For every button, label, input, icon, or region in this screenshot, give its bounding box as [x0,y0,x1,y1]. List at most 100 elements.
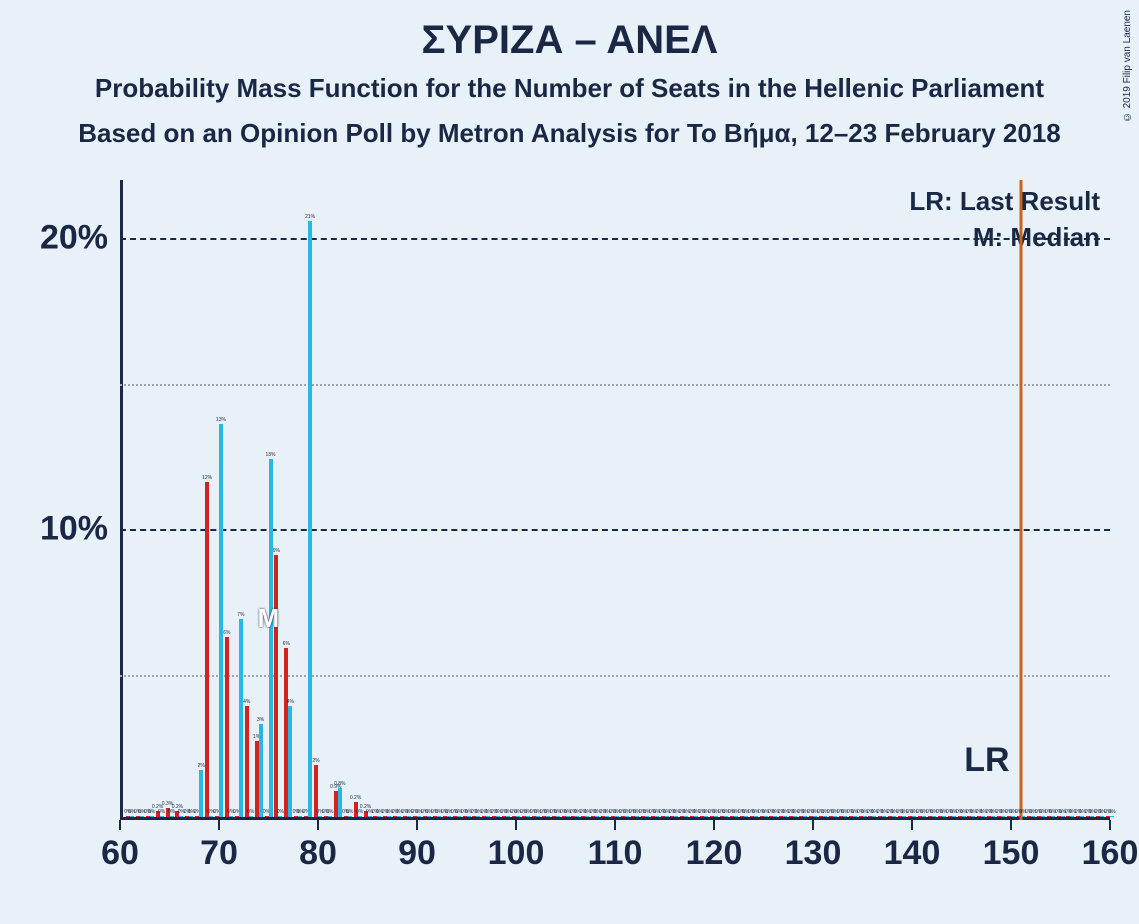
bar-value-label: 0% [326,809,333,815]
x-tick-label: 70 [200,834,238,873]
bar-blue: 0% [298,816,302,817]
bar-blue: 0% [1061,816,1065,817]
x-tick-label: 110 [588,834,643,873]
bar-value-label: 7% [237,612,244,618]
bar-blue: 0% [526,816,530,817]
legend-lr: LR: Last Result [909,186,1100,217]
bar-blue: 0% [249,816,253,817]
bar-blue: 0% [803,816,807,817]
bar-blue: 0% [793,816,797,817]
x-tick-label: 130 [785,834,842,873]
bar-blue: 0% [902,816,906,817]
bar-blue: 0% [754,816,758,817]
bar-red: 12% [205,482,209,817]
bar-blue: 0% [1051,816,1055,817]
x-tick [119,820,121,830]
x-tick-label: 120 [686,834,743,873]
bar-blue: 0% [744,816,748,817]
bar-blue: 0% [1021,816,1025,817]
bar-blue: 0% [516,816,520,817]
x-tick-label: 140 [884,834,941,873]
bar-blue: 0% [417,816,421,817]
bar-value-label: 12% [202,475,212,481]
x-tick-label: 60 [101,834,139,873]
bar-blue: 0% [694,816,698,817]
bar-blue: 0% [1100,816,1104,817]
bar-blue: 0% [872,816,876,817]
bar-blue: 0% [179,816,183,817]
bar-blue: 0% [635,816,639,817]
bar-value-label: 4% [287,699,294,705]
x-tick [515,820,517,830]
bar-value-label: 2% [198,763,205,769]
y-tick-label: 10% [40,510,108,549]
bar-value-label: 0.8% [334,781,345,787]
x-tick [812,820,814,830]
chart-subtitle-2: Based on an Opinion Poll by Metron Analy… [0,118,1139,149]
bar-blue: 0% [971,816,975,817]
bar-blue: 7% [239,619,243,817]
bar-blue: 0% [427,816,431,817]
bar-value-label: 0% [247,809,254,815]
bar-blue: 0% [892,816,896,817]
bar-blue: 0% [585,816,589,817]
x-tick [911,820,913,830]
bar-blue: 0% [1001,816,1005,817]
bar-blue: 0% [189,816,193,817]
bar-value-label: 13% [265,452,275,458]
bar-blue: 0% [853,816,857,817]
chart-subtitle-1: Probability Mass Function for the Number… [0,73,1139,104]
bar-value-label: 2% [312,758,319,764]
bar-blue: 0% [605,816,609,817]
bar-blue: 0% [813,816,817,817]
gridline-minor [120,384,1110,386]
copyright-text: © 2019 Filip van Laenen [1122,10,1133,122]
bar-blue: 0% [229,816,233,817]
bar-blue: 0% [278,816,282,817]
bar-blue: 0% [150,816,154,817]
x-tick [614,820,616,830]
bar-blue: 0% [655,816,659,817]
bar-blue: 0% [546,816,550,817]
bar-blue: 0% [714,816,718,817]
bar-blue: 0% [397,816,401,817]
bar-blue: 0% [1011,816,1015,817]
bar-blue: 4% [288,706,292,817]
bar-blue: 0% [783,816,787,817]
x-tick [1010,820,1012,830]
bar-blue: 0% [952,816,956,817]
bar-blue: 0% [407,816,411,817]
bar-blue: 0% [377,816,381,817]
bar-blue: 0% [912,816,916,817]
chart-title: ΣΥΡΙΖΑ – ΑΝΕΛ [0,0,1139,63]
x-tick [317,820,319,830]
bar-blue: 0% [1041,816,1045,817]
bar-blue: 0% [566,816,570,817]
bar-value-label: 0% [346,809,353,815]
bar-blue: 0% [843,816,847,817]
chart-plot-area: LR: Last Result M: Median 60708090100110… [120,180,1110,820]
bar-blue: 2% [199,770,203,817]
bar-value-label: 0% [277,809,284,815]
gridline-major [120,238,1110,240]
bar-blue: 0% [328,816,332,817]
bar-blue: 0% [1090,816,1094,817]
bar-blue: 0% [575,816,579,817]
bar-value-label: 6% [223,630,230,636]
lr-marker-label: LR [964,741,1009,780]
bar-blue: 0% [932,816,936,817]
bar-blue: 0% [447,816,451,817]
bar-value-label: 0.2% [350,795,361,801]
bar-blue: 0% [962,816,966,817]
bar-blue: 0% [130,816,134,817]
bar-blue: 13% [269,459,273,817]
y-axis [120,180,123,820]
bar-blue: 0% [595,816,599,817]
bar-value-label: 21% [305,214,315,220]
bar-blue: 0% [645,816,649,817]
bar-blue: 0% [476,816,480,817]
x-tick-label: 150 [983,834,1040,873]
bar-blue: 0% [704,816,708,817]
bar-blue: 0% [467,816,471,817]
x-tick [218,820,220,830]
